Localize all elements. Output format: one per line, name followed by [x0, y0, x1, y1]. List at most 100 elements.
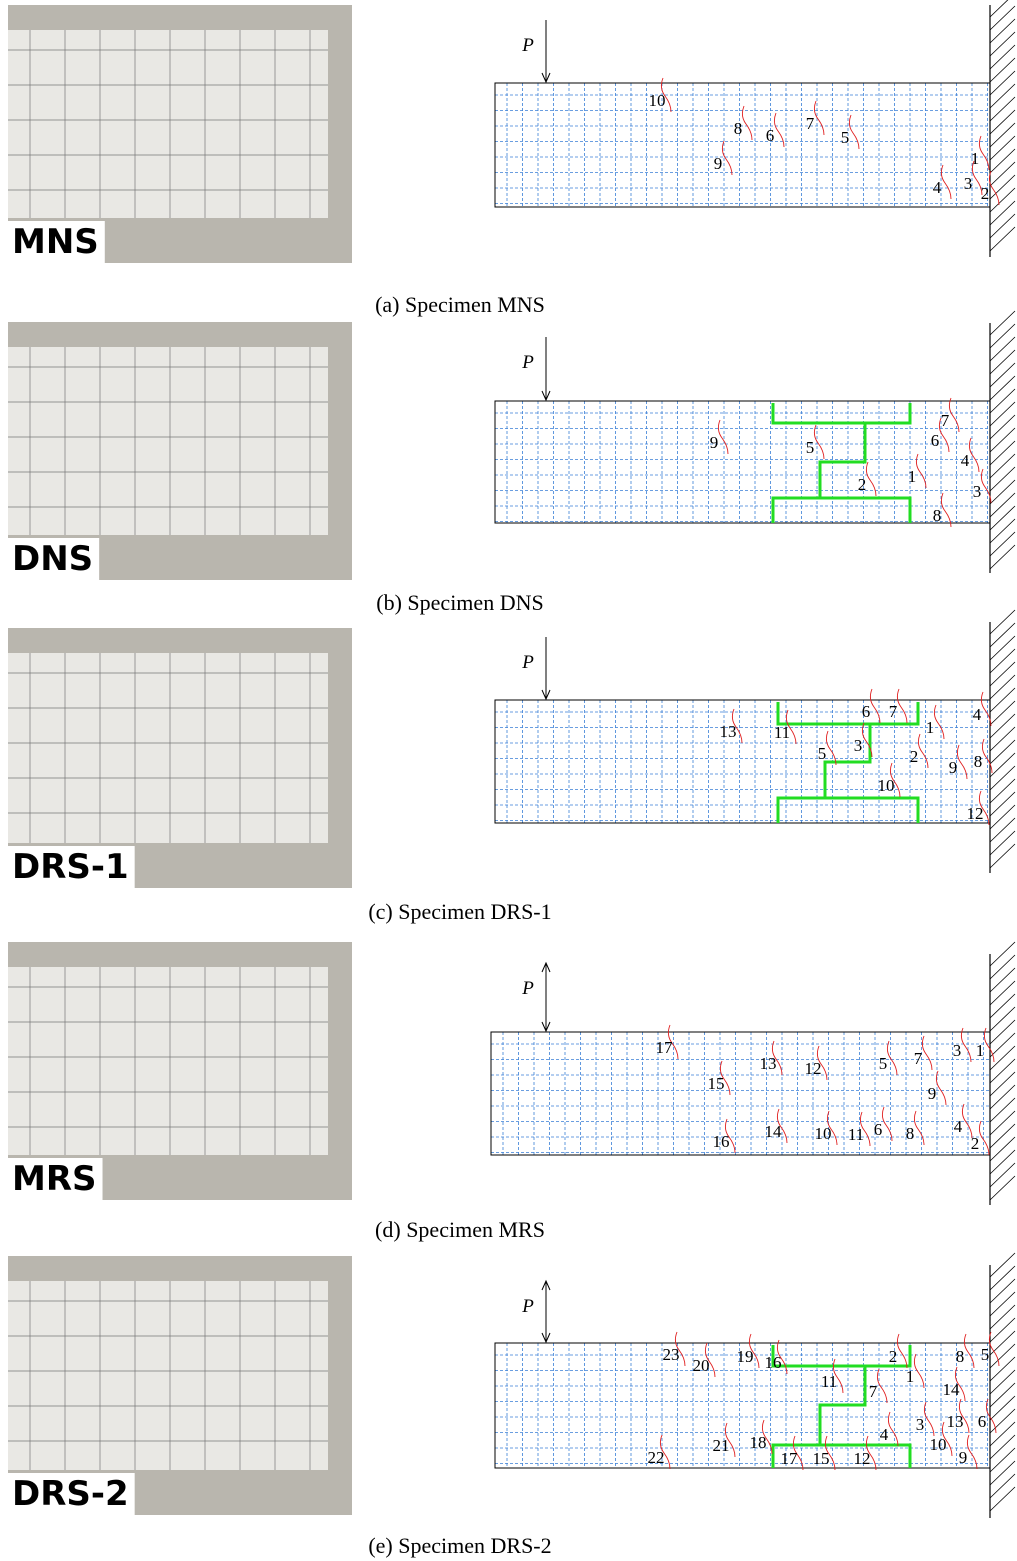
photo-label: DRS-1 [12, 847, 129, 887]
wall-hatch [990, 1111, 1015, 1135]
wall-hatch [990, 532, 1015, 556]
crack-number: 13 [947, 1412, 964, 1431]
caption: (b) Specimen DNS [376, 590, 543, 615]
wall-hatch [990, 1266, 1015, 1290]
crack [984, 1028, 994, 1062]
wall-hatch [990, 623, 1015, 647]
wall-hatch [990, 71, 1015, 95]
wall-hatch [990, 636, 1015, 660]
crack-number: 5 [818, 744, 827, 763]
crack-number: 23 [663, 1345, 680, 1364]
crack-number: 10 [878, 776, 895, 795]
crack-number: 17 [781, 1449, 799, 1468]
crack-number: 10 [930, 1435, 947, 1454]
crack-number: 5 [981, 1345, 990, 1364]
crack-number: 9 [710, 433, 719, 452]
panel: DRS-2P2320191628511171431361042221181715… [8, 1253, 1015, 1558]
wall-hatch [990, 766, 1015, 790]
crack-number: 2 [858, 475, 867, 494]
crack-number: 7 [869, 1382, 878, 1401]
wall-hatch [990, 97, 1015, 121]
crack-number: 6 [874, 1120, 883, 1139]
wall-hatch [990, 480, 1015, 504]
crack-number: 18 [750, 1433, 767, 1452]
wall-hatch [990, 376, 1015, 400]
crack-number: 2 [971, 1134, 980, 1153]
wall-hatch [990, 1448, 1015, 1472]
crack-number: 9 [959, 1448, 968, 1467]
caption: (d) Specimen MRS [375, 1217, 545, 1242]
crack-number: 8 [933, 506, 942, 525]
crack [918, 734, 928, 768]
wall-hatch [990, 1422, 1015, 1446]
crack-number: 8 [956, 1347, 965, 1366]
crack [870, 689, 880, 723]
specimen-face [8, 1281, 328, 1470]
crack-number: 1 [971, 149, 980, 168]
load-label: P [521, 1296, 534, 1317]
wall-hatch [990, 58, 1015, 82]
crack-number: 9 [949, 758, 958, 777]
wall-hatch [990, 753, 1015, 777]
crack-number: 3 [973, 482, 982, 501]
panel: MNSP10867591432(a) Specimen MNS [8, 0, 1015, 317]
specimen-face [8, 653, 328, 843]
crack [914, 1111, 924, 1145]
crack-number: 7 [806, 114, 815, 133]
wall-hatch [990, 110, 1015, 134]
wall-hatch [990, 188, 1015, 212]
wall-hatch [990, 779, 1015, 803]
wall-hatch [990, 831, 1015, 855]
crack-number: 4 [973, 705, 982, 724]
crack-number: 10 [649, 91, 666, 110]
crack-number: 19 [737, 1347, 754, 1366]
wall-hatch [990, 1461, 1015, 1485]
wall-hatch [990, 1007, 1015, 1031]
crack-number: 12 [967, 804, 984, 823]
wall-hatch [990, 493, 1015, 517]
crack [922, 1036, 932, 1070]
wall-hatch [990, 454, 1015, 478]
wall-hatch [990, 688, 1015, 712]
photo-label: MRS [12, 1159, 97, 1199]
crack-number: 14 [765, 1122, 783, 1141]
wall-hatch [990, 324, 1015, 348]
wall-hatch [990, 19, 1015, 43]
wall-hatch [990, 201, 1015, 225]
wall-hatch [990, 1474, 1015, 1498]
wall-hatch [990, 214, 1015, 238]
wall-hatch [990, 662, 1015, 686]
crack-number: 16 [765, 1353, 782, 1372]
wall-hatch [990, 714, 1015, 738]
load-label: P [521, 978, 534, 999]
wall-hatch [990, 1292, 1015, 1316]
wall-hatch [990, 1176, 1015, 1200]
photo-label: DNS [12, 539, 93, 579]
crack-number: 1 [926, 718, 935, 737]
crack-number: 14 [943, 1380, 961, 1399]
wall-hatch [990, 1059, 1015, 1083]
caption: (e) Specimen DRS-2 [368, 1533, 551, 1558]
panel: MRSP1713125731159161410116842(d) Specime… [8, 942, 1015, 1242]
crack [969, 438, 979, 472]
crack-number: 3 [916, 1415, 925, 1434]
wall-hatch [990, 467, 1015, 491]
wall-hatch [990, 1318, 1015, 1342]
repair-zone [773, 403, 910, 523]
crack-number: 8 [906, 1124, 915, 1143]
crack-number: 1 [908, 467, 917, 486]
crack [949, 398, 959, 432]
wall-hatch [990, 649, 1015, 673]
wall-hatch [990, 6, 1015, 30]
wall-hatch [990, 792, 1015, 816]
wall-hatch [990, 981, 1015, 1005]
wall-hatch [990, 1163, 1015, 1187]
crack [962, 1104, 972, 1138]
crack-number: 7 [914, 1049, 923, 1068]
wall-hatch [990, 84, 1015, 108]
crack-number: 16 [713, 1132, 730, 1151]
crack [964, 1334, 974, 1368]
wall-hatch [990, 0, 1015, 17]
crack-number: 10 [815, 1124, 832, 1143]
